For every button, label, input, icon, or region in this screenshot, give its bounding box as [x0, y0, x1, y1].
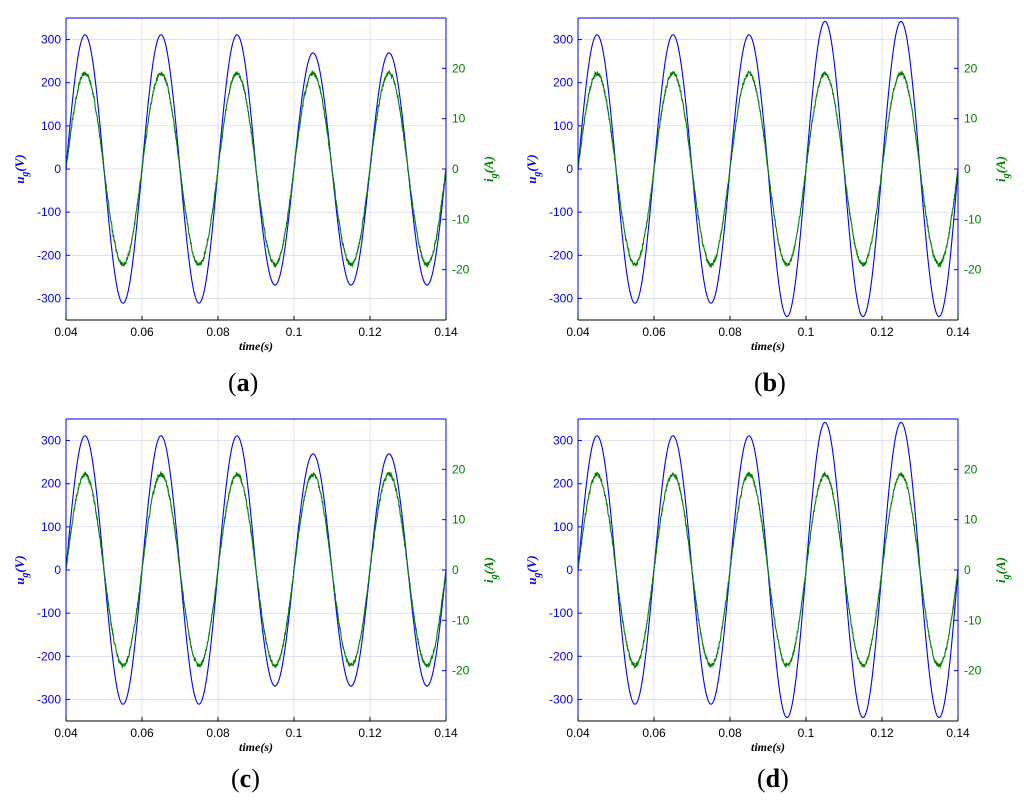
x-tick-label: 0.14	[434, 325, 458, 339]
chart-panel-b: 0.04 0.06 0.08 0.1 0.12 0.143002001000-100-20…	[524, 17, 1012, 353]
series-line-current	[577, 470, 959, 670]
y-tick-label-right: 0	[964, 563, 971, 577]
y-tick-label-right: 20	[964, 462, 978, 476]
y-tick-label-right: -20	[964, 664, 982, 678]
x-tick-label: 0.12	[870, 325, 894, 339]
y-tick-label-left: -100	[549, 606, 573, 620]
y-tick-label-left: 300	[553, 33, 573, 47]
y-tick-label-left: -300	[549, 291, 573, 305]
y-tick-label-right: 10	[964, 112, 978, 126]
x-tick-label: 0.04	[54, 325, 78, 339]
y-tick-label-left: 200	[553, 477, 573, 491]
y-tick-label-right: -10	[964, 613, 982, 627]
y-tick-label-left: -200	[549, 649, 573, 663]
x-tick-label: 0.12	[358, 726, 382, 740]
y-tick-label-right: 0	[452, 563, 459, 577]
panel-label-c: (c)	[231, 764, 260, 793]
x-tick-label: 0.1	[798, 325, 815, 339]
y-tick-label-left: 0	[54, 563, 61, 577]
y-tick-label-left: -300	[549, 692, 573, 706]
y-tick-label-left: 0	[566, 162, 573, 176]
y-tick-label-right: 20	[964, 61, 978, 75]
y-tick-label-right: -20	[452, 664, 470, 678]
y-tick-label-left: 300	[553, 434, 573, 448]
y-axis-label-right: ig(A)	[993, 557, 1012, 583]
y-tick-label-left: -100	[549, 205, 573, 219]
series-line-current	[65, 69, 447, 269]
x-tick-label: 0.04	[566, 325, 590, 339]
y-tick-label-left: 300	[41, 33, 61, 47]
x-tick-label: 0.04	[566, 726, 590, 740]
y-axis-label-right: ig(A)	[993, 156, 1012, 182]
y-axis-label-right: ig(A)	[481, 156, 500, 182]
x-tick-label: 0.06	[130, 325, 154, 339]
y-tick-label-left: -100	[37, 606, 61, 620]
y-tick-label-left: 100	[553, 119, 573, 133]
y-tick-label-right: 20	[452, 462, 466, 476]
y-axis-label-left: ug(V)	[524, 154, 543, 184]
x-axis-label: time(s)	[751, 740, 785, 754]
y-tick-label-right: 10	[452, 112, 466, 126]
y-tick-label-right: -10	[964, 212, 982, 226]
x-tick-label: 0.1	[286, 325, 303, 339]
panel-label-d: (d)	[757, 764, 789, 793]
panel-label-b: (b)	[754, 368, 786, 397]
y-tick-label-left: -200	[549, 248, 573, 262]
y-axis-label-right: ig(A)	[481, 557, 500, 583]
y-tick-label-left: 200	[41, 477, 61, 491]
x-axis-label: time(s)	[239, 740, 273, 754]
x-axis-label: time(s)	[239, 339, 273, 353]
y-tick-label-right: 10	[452, 513, 466, 527]
y-tick-label-right: -10	[452, 613, 470, 627]
y-axis-label-left: ug(V)	[12, 555, 31, 585]
series-line-current	[65, 470, 447, 670]
y-tick-label-left: 200	[41, 76, 61, 90]
x-tick-label: 0.04	[54, 726, 78, 740]
x-tick-label: 0.08	[206, 726, 230, 740]
y-tick-label-right: 10	[964, 513, 978, 527]
chart-panel-c: 0.04 0.06 0.08 0.1 0.12 0.143002001000-100-20…	[12, 418, 500, 754]
y-tick-label-right: 20	[452, 61, 466, 75]
chart-panel-d: 0.04 0.06 0.08 0.1 0.12 0.143002001000-100-20…	[524, 418, 1012, 754]
y-tick-label-left: 0	[566, 563, 573, 577]
y-tick-label-right: 0	[452, 162, 459, 176]
x-tick-label: 0.08	[206, 325, 230, 339]
y-tick-label-left: -200	[37, 649, 61, 663]
y-tick-label-left: 100	[41, 520, 61, 534]
x-axis-label: time(s)	[751, 339, 785, 353]
panel-label-a: (a)	[228, 368, 259, 397]
y-tick-label-left: -200	[37, 248, 61, 262]
x-tick-label: 0.06	[642, 726, 666, 740]
x-tick-label: 0.14	[946, 325, 970, 339]
y-tick-label-left: 100	[41, 119, 61, 133]
y-tick-label-left: -300	[37, 291, 61, 305]
x-tick-label: 0.1	[798, 726, 815, 740]
y-axis-label-left: ug(V)	[12, 154, 31, 184]
y-tick-label-left: 300	[41, 434, 61, 448]
x-tick-label: 0.14	[434, 726, 458, 740]
y-tick-label-left: -100	[37, 205, 61, 219]
y-tick-label-right: 0	[964, 162, 971, 176]
y-tick-label-right: -20	[964, 263, 982, 277]
chart-panel-a: 0.04 0.06 0.08 0.1 0.12 0.143002001000-100-20…	[12, 17, 500, 353]
x-tick-label: 0.14	[946, 726, 970, 740]
x-tick-label: 0.12	[358, 325, 382, 339]
y-tick-label-right: -20	[452, 263, 470, 277]
y-tick-label-left: 100	[553, 520, 573, 534]
x-tick-label: 0.08	[718, 726, 742, 740]
y-tick-label-left: 0	[54, 162, 61, 176]
y-tick-label-right: -10	[452, 212, 470, 226]
y-tick-label-left: -300	[37, 692, 61, 706]
series-line-current	[577, 70, 959, 269]
x-tick-label: 0.06	[130, 726, 154, 740]
x-tick-label: 0.06	[642, 325, 666, 339]
x-tick-label: 0.1	[286, 726, 303, 740]
x-tick-label: 0.12	[870, 726, 894, 740]
y-axis-label-left: ug(V)	[524, 555, 543, 585]
y-tick-label-left: 200	[553, 76, 573, 90]
x-tick-label: 0.08	[718, 325, 742, 339]
